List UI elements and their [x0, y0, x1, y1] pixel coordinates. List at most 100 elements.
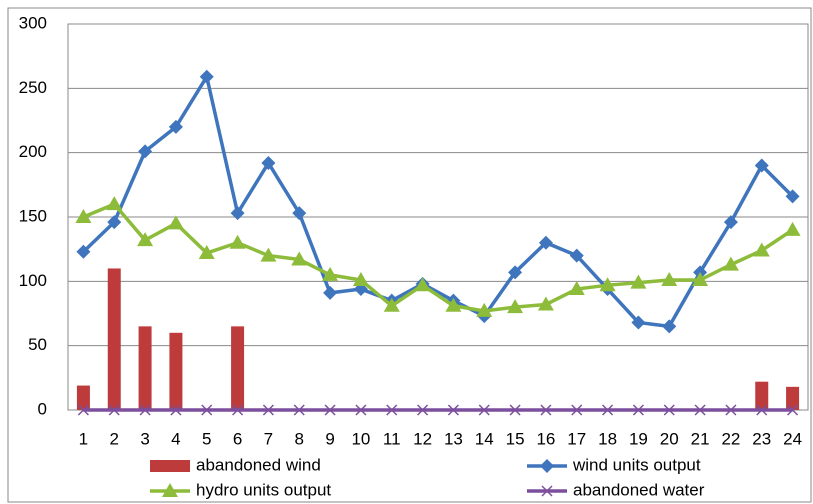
bar: [138, 326, 152, 410]
marker: [261, 155, 276, 170]
legend-marker: [540, 459, 554, 473]
x-tick-label: 4: [171, 429, 180, 448]
marker: [478, 404, 490, 416]
marker: [537, 296, 554, 311]
x-tick-label: 19: [629, 429, 648, 448]
marker: [323, 285, 338, 300]
marker: [445, 297, 462, 312]
marker: [722, 256, 739, 271]
marker: [785, 189, 800, 204]
x-tick-label: 9: [325, 429, 334, 448]
marker: [661, 272, 678, 287]
y-tick-label: 200: [19, 142, 47, 161]
marker: [663, 404, 675, 416]
bar: [786, 386, 800, 410]
marker: [77, 404, 89, 416]
x-tick-label: 6: [233, 429, 242, 448]
marker: [383, 297, 400, 312]
legend-label: hydro units output: [196, 480, 331, 499]
y-tick-label: 150: [19, 206, 47, 225]
x-tick-label: 12: [413, 429, 432, 448]
x-tick-label: 11: [383, 429, 401, 448]
marker: [538, 235, 553, 250]
marker: [571, 404, 583, 416]
marker: [75, 209, 92, 223]
marker: [201, 404, 213, 416]
chart-frame: [7, 7, 812, 503]
marker: [725, 404, 737, 416]
bar: [169, 332, 183, 410]
marker: [414, 277, 431, 292]
x-tick-label: 3: [140, 429, 149, 448]
marker: [293, 404, 305, 416]
bar: [76, 385, 90, 410]
marker: [694, 404, 706, 416]
x-tick-label: 10: [351, 429, 370, 448]
x-tick-label: 16: [536, 429, 555, 448]
bar: [231, 326, 245, 410]
marker: [632, 404, 644, 416]
x-tick-label: 1: [79, 429, 88, 448]
marker: [784, 221, 801, 236]
marker: [602, 404, 614, 416]
legend-label: wind units output: [572, 455, 701, 474]
x-tick-label: 21: [691, 429, 710, 448]
marker: [230, 206, 245, 221]
marker: [76, 244, 91, 259]
bar: [755, 381, 769, 410]
marker: [631, 315, 646, 330]
marker: [232, 404, 244, 416]
marker: [386, 404, 398, 416]
x-tick-label: 8: [295, 429, 304, 448]
marker: [753, 242, 770, 257]
marker: [199, 69, 214, 84]
legend-marker: [541, 485, 553, 497]
marker: [168, 119, 183, 134]
y-tick-label: 100: [19, 271, 47, 290]
marker: [229, 234, 246, 249]
marker: [568, 281, 585, 296]
line: [82, 72, 794, 329]
y-tick-label: 0: [38, 399, 47, 418]
marker: [540, 404, 552, 416]
marker: [167, 215, 184, 230]
x-tick-label: 24: [783, 429, 802, 448]
legend-marker: [162, 483, 178, 497]
x-tick-label: 17: [567, 429, 586, 448]
x-tick-label: 14: [475, 429, 494, 448]
marker: [509, 404, 521, 416]
x-tick-label: 7: [264, 429, 273, 448]
legend-swatch: [150, 460, 190, 472]
marker: [662, 319, 677, 334]
marker: [291, 251, 308, 266]
y-tick-label: 50: [28, 335, 47, 354]
y-tick-label: 250: [19, 78, 47, 97]
marker: [322, 266, 339, 281]
x-tick-label: 5: [202, 429, 211, 448]
marker: [198, 245, 215, 260]
marker: [170, 404, 182, 416]
legend-label: abandoned wind: [196, 455, 321, 474]
marker: [756, 404, 768, 416]
x-tick-label: 22: [721, 429, 740, 448]
marker: [137, 232, 154, 247]
x-tick-label: 20: [660, 429, 679, 448]
marker: [352, 272, 369, 287]
x-tick-label: 18: [598, 429, 617, 448]
marker: [630, 274, 647, 289]
x-tick-label: 23: [752, 429, 771, 448]
marker: [107, 215, 122, 230]
bar: [107, 268, 121, 410]
line: [82, 202, 794, 313]
marker: [508, 265, 523, 280]
marker: [507, 299, 524, 314]
marker: [787, 404, 799, 416]
marker: [138, 144, 153, 159]
marker: [569, 248, 584, 263]
marker: [324, 404, 336, 416]
marker: [447, 404, 459, 416]
marker: [106, 196, 123, 211]
marker: [139, 404, 151, 416]
